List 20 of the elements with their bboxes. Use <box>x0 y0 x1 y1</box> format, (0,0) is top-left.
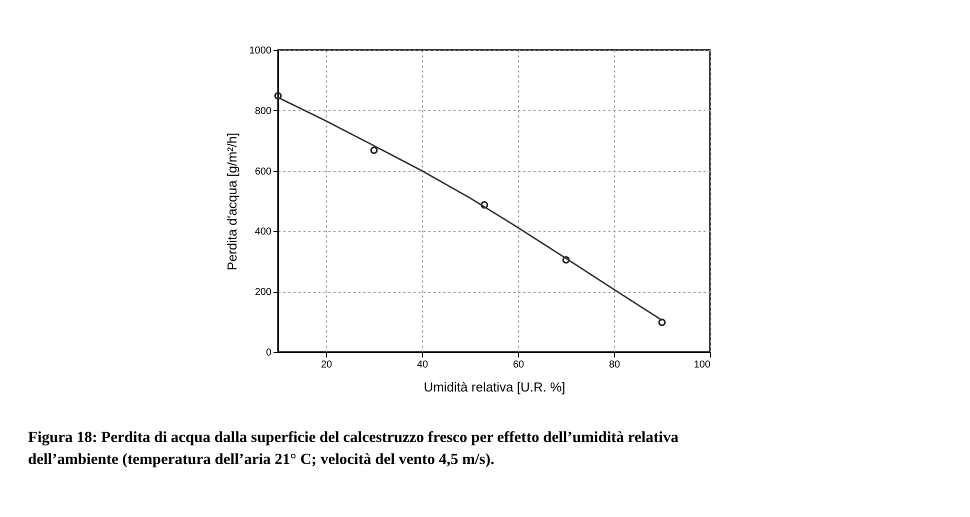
y-tick-label: 400 <box>254 226 272 238</box>
x-axis-title: Umidità relativa [U.R. %] <box>424 380 566 394</box>
x-tick-label: 20 <box>320 360 332 370</box>
x-tick-label: 60 <box>512 360 524 370</box>
y-tick-label: 0 <box>266 348 272 358</box>
point <box>274 92 282 100</box>
point <box>480 201 488 209</box>
line-series <box>277 96 663 322</box>
x-tick-label: 40 <box>416 360 428 370</box>
y-tick-label: 600 <box>254 166 272 178</box>
x-tick-label: 80 <box>608 360 620 370</box>
point <box>370 146 378 154</box>
y-tick-label: 200 <box>254 287 272 298</box>
x-tick-label: 100 <box>694 360 711 370</box>
y-tick-label: 800 <box>254 106 272 117</box>
text: Figura 18: Perdita di acqua dalla superficie del calcestruzzo fresco per effetto dell’umidità relativa dell’ambiente (temperatura dell’aria 21° C; velocità del vento 4,5 m/s). <box>28 429 679 468</box>
y-axis-title: Perdita d'acqua [g/m²/h] <box>224 132 240 270</box>
point <box>562 256 570 264</box>
point <box>658 318 666 326</box>
y-tick-label: 1000 <box>249 46 272 56</box>
